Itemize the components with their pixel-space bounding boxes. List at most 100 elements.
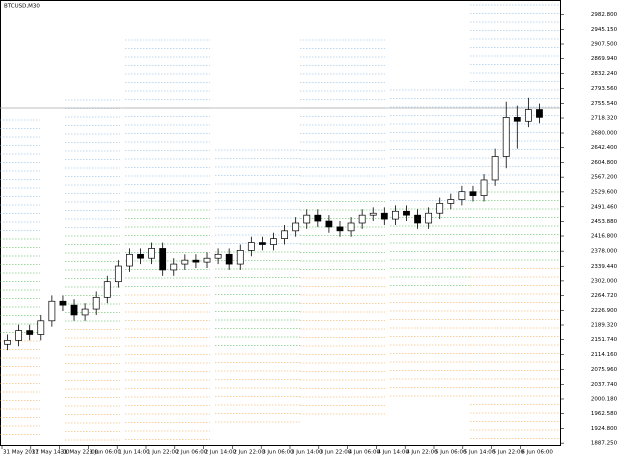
x-tick-label: 1 Jun 14:00 — [118, 450, 150, 456]
x-tick-label: 4 Jun 22:00 — [406, 450, 438, 456]
candle-body — [392, 210, 399, 220]
candle-body — [203, 257, 211, 263]
y-tick-label: 2718.320 — [591, 116, 618, 122]
y-tick-label: 2264.720 — [591, 293, 618, 299]
candle-body — [469, 191, 477, 196]
candle-body — [480, 179, 488, 196]
y-tick-label: 2755.540 — [591, 101, 618, 107]
candle-body — [380, 212, 388, 220]
candle-body — [536, 109, 543, 118]
x-tick-label: 5 Jun 06:00 — [435, 450, 467, 456]
y-tick-label: 2680.000 — [591, 131, 618, 137]
y-tick-label: 1924.800 — [591, 426, 618, 432]
candle-body — [358, 214, 366, 224]
x-tick-label: 31 May 14:00 — [32, 450, 70, 456]
y-tick-label: 2416.800 — [591, 233, 618, 239]
candle-body — [369, 212, 377, 216]
y-tick-label: 2832.240 — [591, 71, 618, 77]
y-tick-label: 2491.460 — [591, 204, 618, 210]
x-tick-label: 6 Jun 06:00 — [521, 450, 553, 456]
candle-body — [148, 248, 155, 259]
y-tick-label: 2114.160 — [591, 352, 618, 358]
candle-body — [126, 253, 133, 267]
candle-body — [336, 226, 344, 232]
x-tick-label: 3 Jun 14:00 — [291, 450, 323, 456]
x-tick-label: 3 Jun 22:00 — [320, 450, 352, 456]
candle-body — [281, 230, 288, 239]
y-tick-label: 2339.440 — [591, 264, 618, 270]
y-tick-label: 2075.960 — [591, 367, 618, 373]
y-tick-label: 2453.880 — [591, 219, 618, 225]
x-tick-label: 1 Jun 22:00 — [147, 450, 179, 456]
candle-body — [4, 340, 11, 345]
candle-body — [192, 259, 200, 263]
y-tick-label: 2302.000 — [591, 278, 618, 284]
y-tick-label: 1887.250 — [591, 441, 618, 447]
candle-body — [114, 265, 122, 283]
y-tick-label: 2907.500 — [591, 42, 618, 48]
candle-body — [292, 222, 300, 232]
candle-body — [270, 238, 277, 245]
candle-body — [491, 156, 499, 181]
x-tick-label: 4 Jun 14:00 — [377, 450, 409, 456]
y-tick-label: 2000.180 — [591, 396, 618, 402]
x-tick-label: 3 Jun 06:00 — [262, 450, 294, 456]
candle-body — [314, 214, 322, 222]
candle-body — [247, 242, 255, 251]
candle-body — [414, 214, 421, 224]
candle-body — [225, 253, 233, 265]
candle-body — [425, 212, 433, 224]
x-tick-label: 4 Jun 06:00 — [349, 450, 381, 456]
candle-body — [15, 330, 23, 341]
y-tick-label: 2151.740 — [591, 337, 618, 343]
candle-body — [325, 220, 333, 228]
candle-body — [170, 263, 178, 271]
x-tick-label: 5 Jun 22:00 — [493, 450, 525, 456]
plot-frame — [0, 0, 561, 446]
candle-body — [524, 109, 532, 122]
candle-body — [70, 304, 78, 316]
candle-body — [59, 300, 67, 306]
candle-body — [26, 330, 34, 335]
x-tick-label: 5 Jun 14:00 — [464, 450, 496, 456]
candle-body — [303, 214, 311, 224]
candle-body — [458, 191, 466, 200]
candle-body — [92, 296, 100, 310]
candle-body — [159, 248, 167, 271]
y-tick-label: 2226.900 — [591, 308, 618, 314]
candle-body — [403, 210, 410, 216]
candle-body — [259, 242, 266, 245]
y-tick-label: 2982.800 — [591, 12, 618, 18]
candle-body — [214, 253, 222, 259]
y-tick-label: 2529.600 — [591, 189, 618, 195]
y-tick-label: 2037.740 — [591, 382, 618, 388]
fib-levels — [0, 4, 560, 441]
y-tick-label: 2567.200 — [591, 175, 618, 181]
candle-body — [103, 281, 111, 298]
candle-body — [181, 259, 189, 265]
x-tick-label: 31 May 22:00 — [61, 450, 99, 456]
x-tick-label: 1 Jun 06:00 — [89, 450, 121, 456]
candle-body — [347, 222, 355, 232]
candle-body — [137, 253, 144, 259]
x-tick-label: 2 Jun 06:00 — [176, 450, 208, 456]
x-tick-label: 31 May 2017 — [3, 450, 39, 456]
y-tick-label: 2642.400 — [591, 145, 618, 151]
y-tick-label: 2378.000 — [591, 249, 618, 255]
y-tick-label: 2945.150 — [591, 27, 618, 33]
x-tick-label: 2 Jun 22:00 — [233, 450, 265, 456]
candle-body — [81, 308, 89, 316]
candle-body — [502, 117, 510, 157]
candle-body — [37, 320, 45, 335]
y-tick-label: 2604.800 — [591, 160, 618, 166]
candle-body — [48, 300, 56, 322]
chart-title: BTCUSD,M30 — [4, 4, 40, 10]
y-tick-label: 1962.580 — [591, 411, 618, 417]
candle-body — [447, 199, 455, 204]
candle-body — [436, 203, 444, 214]
candle-body — [236, 250, 244, 265]
y-tick-label: 2793.560 — [591, 86, 618, 92]
y-tick-label: 2869.940 — [591, 56, 618, 62]
